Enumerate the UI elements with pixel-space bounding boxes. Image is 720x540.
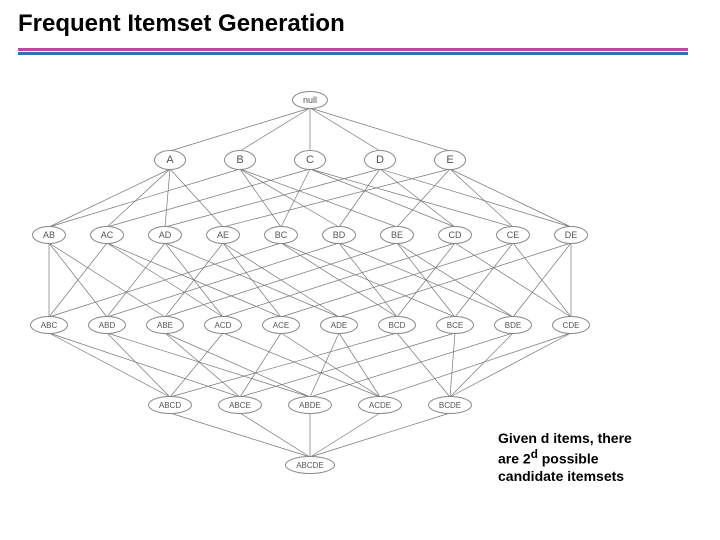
lattice-node: BDE xyxy=(494,316,532,334)
lattice-node: ABCD xyxy=(148,396,192,414)
caption-line2-pre: are 2 xyxy=(498,450,531,466)
lattice-node: AD xyxy=(148,226,182,244)
lattice-node: ACE xyxy=(262,316,300,334)
lattice-node: ABCE xyxy=(218,396,262,414)
lattice-node: BCE xyxy=(436,316,474,334)
lattice-node: null xyxy=(292,91,328,109)
lattice-node: BCDE xyxy=(428,396,472,414)
caption-text: Given d items, there are 2d possible can… xyxy=(498,430,632,485)
lattice-node: ABE xyxy=(146,316,184,334)
lattice-node: AB xyxy=(32,226,66,244)
lattice-node: CD xyxy=(438,226,472,244)
lattice-node: ACD xyxy=(204,316,242,334)
lattice-node: AC xyxy=(90,226,124,244)
divider-top xyxy=(18,48,688,51)
lattice-node: D xyxy=(364,150,396,170)
lattice-node: AE xyxy=(206,226,240,244)
lattice-node: ABC xyxy=(30,316,68,334)
lattice-node: ADE xyxy=(320,316,358,334)
caption-sup: d xyxy=(531,448,538,461)
caption-line1: Given d items, there xyxy=(498,430,632,446)
lattice-node: CDE xyxy=(552,316,590,334)
lattice-node: BD xyxy=(322,226,356,244)
lattice-node: CE xyxy=(496,226,530,244)
lattice-node: ABD xyxy=(88,316,126,334)
lattice-node: BE xyxy=(380,226,414,244)
page-title: Frequent Itemset Generation xyxy=(18,10,345,38)
lattice-node: B xyxy=(224,150,256,170)
lattice-node: ABDE xyxy=(288,396,332,414)
lattice-node: BC xyxy=(264,226,298,244)
lattice-node: C xyxy=(294,150,326,170)
lattice-node: ACDE xyxy=(358,396,402,414)
lattice-node: DE xyxy=(554,226,588,244)
lattice-node: ABCDE xyxy=(285,456,335,474)
divider-bottom xyxy=(18,52,688,55)
lattice-node: A xyxy=(154,150,186,170)
lattice-node: E xyxy=(434,150,466,170)
lattice-node: BCD xyxy=(378,316,416,334)
caption-line2-post: possible xyxy=(538,450,599,466)
caption-line3: candidate itemsets xyxy=(498,468,624,484)
